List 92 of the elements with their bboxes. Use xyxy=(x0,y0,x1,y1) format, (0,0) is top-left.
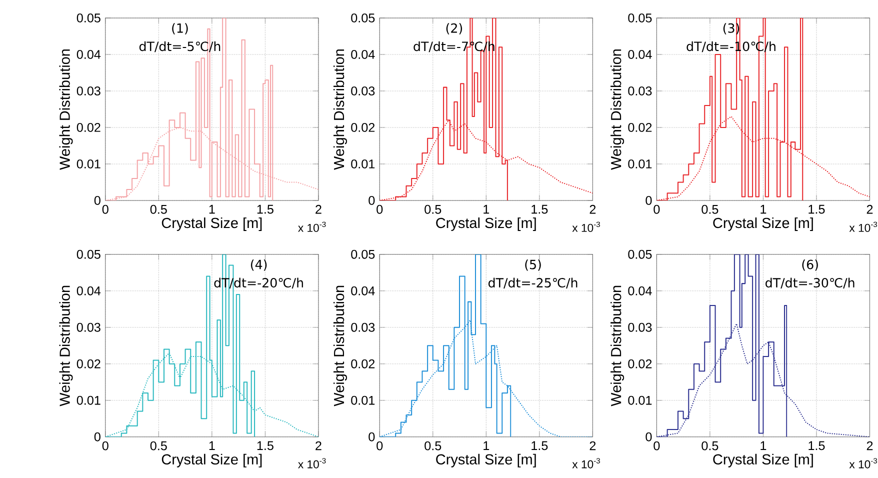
x-tick-label: 0.5 xyxy=(424,205,442,214)
y-tick-label: 0.04 xyxy=(76,50,101,60)
x-tick-label: 1.5 xyxy=(808,205,825,214)
x-tick-label: 1 xyxy=(209,205,215,214)
annotation: dT/dt=-25℃/h xyxy=(488,278,578,289)
text: x 10$^{-3}$ xyxy=(298,458,326,469)
y-axis-title: Weight Distribution xyxy=(610,286,624,406)
y-tick-label: 0.02 xyxy=(628,360,652,369)
x-tick-label: 2 xyxy=(316,442,322,450)
x-tick-label: 1 xyxy=(484,442,490,450)
text: x 10$^{-3}$ xyxy=(572,222,600,232)
y-tick-label: 0 xyxy=(94,432,100,442)
y-tick-label: 0.05 xyxy=(351,14,375,23)
x-tick-label: 2 xyxy=(590,442,596,450)
y-tick-label: 0 xyxy=(368,196,375,206)
x-tick-label: 0.5 xyxy=(424,442,442,450)
x-tick-label: 1.5 xyxy=(257,205,274,214)
y-tick-label: 0.02 xyxy=(76,360,100,369)
y-tick-label: 0 xyxy=(368,432,375,442)
y-tick-label: 0.04 xyxy=(628,50,652,60)
x-tick-label: 1.5 xyxy=(532,205,548,214)
y-tick-label: 0.05 xyxy=(628,250,652,260)
x-tick-label: 1 xyxy=(760,442,766,450)
annotation: (4) xyxy=(250,260,267,271)
x-axis-title: Crystal Size [m] xyxy=(436,454,536,468)
y-tick-label: 0.03 xyxy=(628,86,652,96)
y-tick-label: 0.04 xyxy=(628,286,652,296)
x-tick-label: 0 xyxy=(654,442,660,450)
x-tick-label: 1.5 xyxy=(257,442,274,450)
annotation: dT/dt=-30℃/h xyxy=(766,278,854,289)
x-tick-label: 1.5 xyxy=(532,442,548,450)
x-axis-title: Crystal Size [m] xyxy=(713,454,813,468)
y-tick-label: 0.04 xyxy=(351,50,375,60)
y-tick-label: 0.02 xyxy=(351,360,375,369)
x-tick-label: 2 xyxy=(316,205,322,214)
text: x 10$^{-3}$ xyxy=(849,458,878,469)
y-tick-label: 0.03 xyxy=(351,86,375,96)
y-tick-label: 0.04 xyxy=(351,286,375,296)
y-tick-label: 0.01 xyxy=(351,396,375,406)
y-tick-label: 0.03 xyxy=(628,323,652,332)
x-tick-label: 0 xyxy=(376,205,383,214)
y-tick-label: 0 xyxy=(94,196,100,206)
y-axis-title: Weight Distribution xyxy=(333,286,347,406)
x-tick-label: 0 xyxy=(102,442,108,450)
y-tick-label: 0 xyxy=(646,196,652,206)
x-axis-title: Crystal Size [m] xyxy=(162,454,262,468)
y-tick-label: 0.02 xyxy=(628,123,652,132)
y-tick-label: 0.03 xyxy=(76,86,100,96)
y-tick-label: 0.02 xyxy=(76,123,100,132)
x-axis-title: Crystal Size [m] xyxy=(162,218,262,232)
y-tick-label: 0.01 xyxy=(351,160,375,169)
annotation: (1) xyxy=(172,23,188,35)
x-tick-label: 1 xyxy=(484,205,490,214)
y-tick-label: 0.01 xyxy=(76,396,100,406)
y-tick-label: 0.04 xyxy=(76,286,101,296)
y-tick-label: 0.05 xyxy=(628,14,652,23)
y-axis-title: Weight Distribution xyxy=(59,50,73,170)
y-tick-label: 0.01 xyxy=(628,396,652,406)
x-tick-label: 0.5 xyxy=(702,442,718,450)
y-tick-label: 0.03 xyxy=(351,323,375,332)
x-tick-label: 0 xyxy=(654,205,660,214)
x-tick-label: 0.5 xyxy=(150,442,167,450)
x-tick-label: 1.5 xyxy=(808,442,825,450)
x-tick-label: 1 xyxy=(209,442,215,450)
x-tick-label: 0.5 xyxy=(702,205,718,214)
annotation: (5) xyxy=(525,260,541,271)
x-tick-label: 1 xyxy=(760,205,766,214)
x-tick-label: 0.5 xyxy=(150,205,167,214)
y-tick-label: 0.05 xyxy=(76,14,100,23)
y-tick-label: 0.01 xyxy=(76,160,100,169)
text: x 10$^{-3}$ xyxy=(572,458,600,469)
text: x 10$^{-3}$ xyxy=(298,222,326,232)
y-axis-title: Weight Distribution xyxy=(610,50,624,170)
x-tick-label: 2 xyxy=(866,205,873,214)
x-tick-label: 0 xyxy=(376,442,383,450)
x-tick-label: 2 xyxy=(866,442,873,450)
y-tick-label: 0.02 xyxy=(351,123,375,132)
y-tick-label: 0.05 xyxy=(76,250,100,260)
x-tick-label: 0 xyxy=(102,205,108,214)
x-tick-label: 2 xyxy=(590,205,596,214)
text: x 10$^{-3}$ xyxy=(849,222,878,232)
y-axis-title: Weight Distribution xyxy=(333,50,347,170)
annotation: (2) xyxy=(446,23,462,35)
annotation: dT/dt=-5℃/h xyxy=(139,42,220,52)
annotation: (6) xyxy=(802,260,818,271)
y-tick-label: 0.05 xyxy=(351,250,375,260)
y-tick-label: 0.03 xyxy=(76,323,100,332)
y-tick-label: 0.01 xyxy=(628,160,652,169)
y-tick-label: 0 xyxy=(646,432,652,442)
x-axis-title: Crystal Size [m] xyxy=(436,218,536,232)
y-axis-title: Weight Distribution xyxy=(59,286,73,406)
x-axis-title: Crystal Size [m] xyxy=(713,218,813,232)
